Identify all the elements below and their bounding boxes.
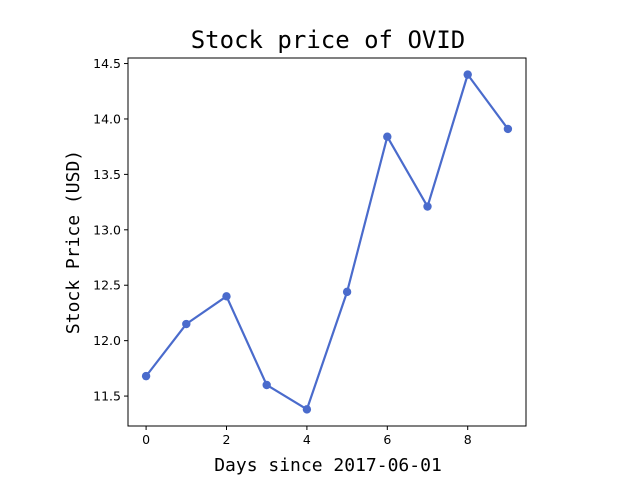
y-tick-label: 13.5	[93, 167, 121, 182]
data-point	[141, 371, 151, 381]
plot-frame	[127, 57, 527, 427]
data-point	[463, 70, 472, 79]
data-point	[262, 380, 271, 390]
data-point	[222, 292, 231, 301]
data-point	[182, 319, 191, 329]
y-tick-label: 14.0	[93, 111, 121, 126]
y-tick-label: 11.5	[93, 389, 121, 404]
y-tick-label: 13.0	[93, 222, 121, 237]
series-layer	[141, 70, 513, 414]
data-point	[383, 132, 392, 141]
x-tick-label: 0	[142, 432, 150, 447]
data-point	[423, 202, 432, 211]
x-tick-label: 4	[303, 432, 311, 447]
y-tick-label: 12.0	[93, 333, 121, 348]
series-line	[144, 73, 510, 411]
y-axis-label: Stock Price (USD)	[63, 150, 84, 334]
data-point	[503, 124, 513, 134]
y-tick-label: 12.5	[93, 278, 121, 293]
x-tick-label: 8	[464, 432, 472, 447]
chart-title: Stock price of OVID	[191, 26, 466, 54]
x-tick-label: 2	[223, 432, 231, 447]
y-axis-ticks: 11.5 12.0 12.5 13.0 13.5 14.0 14.5	[93, 56, 128, 404]
x-tick-label: 6	[383, 432, 391, 447]
y-tick-label: 14.5	[93, 56, 121, 71]
x-axis-label: Days since 2017-06-01	[214, 455, 442, 476]
x-axis-ticks: 0 2 4 6 8	[142, 426, 472, 447]
data-point	[302, 405, 312, 414]
data-point	[342, 287, 352, 297]
